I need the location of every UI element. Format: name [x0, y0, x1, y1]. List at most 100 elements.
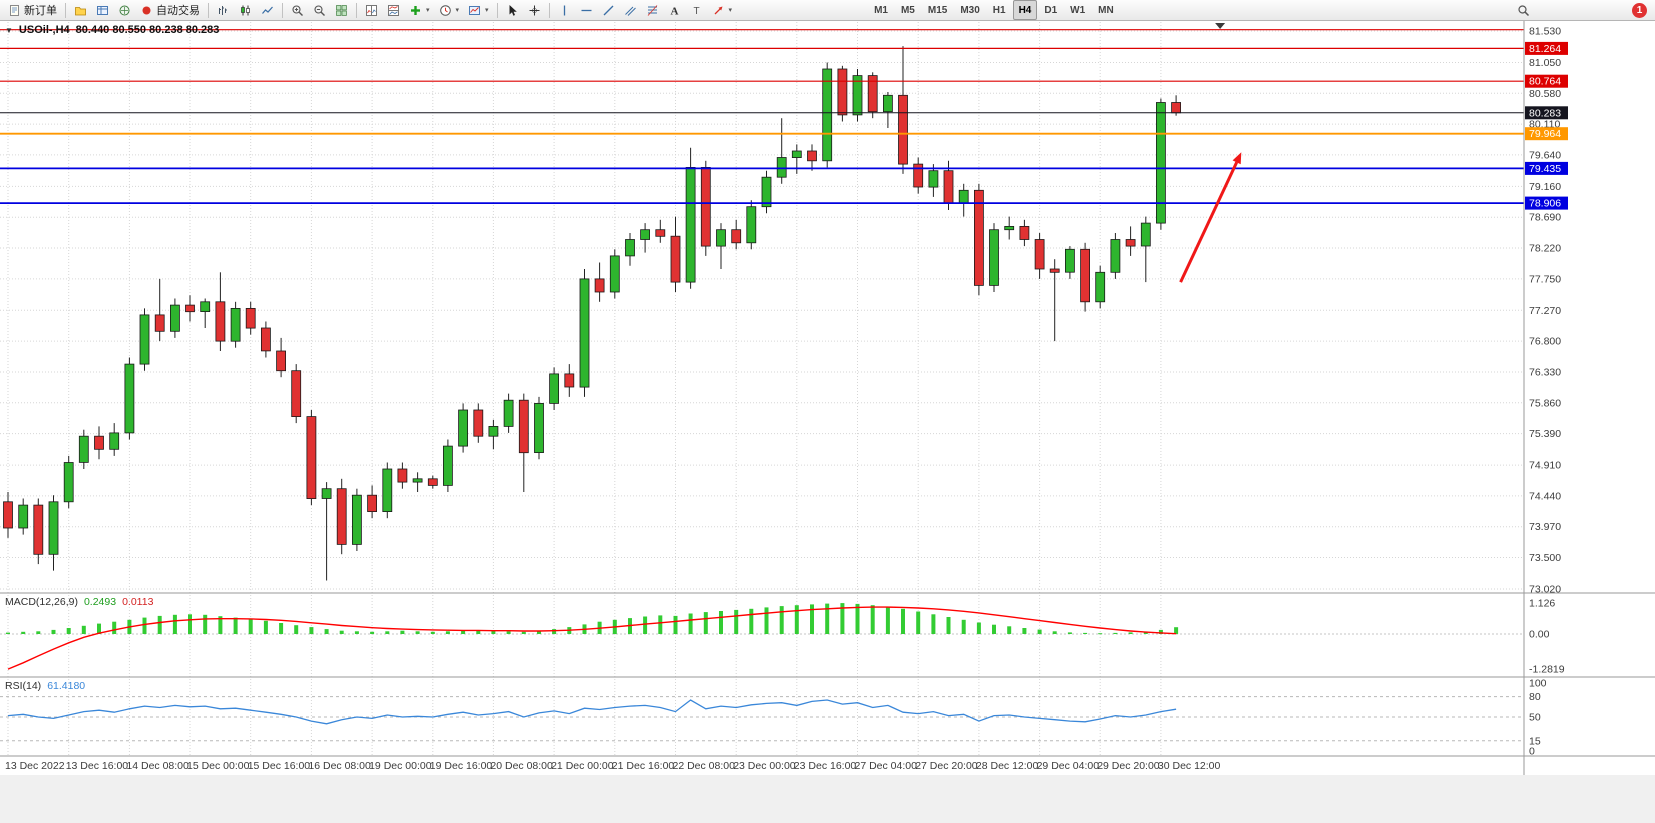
- candle: [609, 255, 620, 293]
- timeframe-m30-button[interactable]: M30: [960, 4, 980, 16]
- arrange-vertical-button[interactable]: [361, 0, 382, 20]
- market-watch-button[interactable]: [92, 0, 113, 20]
- toolbar-separator: [496, 2, 498, 18]
- price-label: 73.970: [1529, 521, 1561, 533]
- timeframe-m15-button[interactable]: M15: [927, 4, 948, 16]
- notification-badge[interactable]: 1: [1632, 2, 1647, 18]
- text-label-button[interactable]: T: [686, 0, 707, 20]
- svg-text:1.126: 1.126: [1529, 598, 1555, 610]
- vertical-line-button[interactable]: [554, 0, 575, 20]
- indicators-button[interactable]: ▾: [405, 0, 434, 20]
- price-badge-label: 79.964: [1529, 128, 1561, 140]
- timeframe-m5-button[interactable]: M5: [900, 4, 915, 16]
- price-badge: [1525, 196, 1568, 210]
- autotrading-button[interactable]: 自动交易: [136, 0, 204, 20]
- price-label: 75.390: [1529, 428, 1561, 440]
- tile-windows-button[interactable]: [331, 0, 352, 20]
- equidistant-channel-button[interactable]: [620, 0, 641, 20]
- candle: [94, 435, 104, 450]
- zoom-out-icon: [313, 4, 326, 17]
- dropdown-caret-icon[interactable]: ▾: [455, 7, 460, 14]
- timeframe-w1-button[interactable]: W1: [1070, 4, 1086, 16]
- price-label: 79.640: [1529, 149, 1561, 161]
- rsi-panel: [0, 696, 1524, 742]
- periods-button[interactable]: ▾: [435, 0, 464, 20]
- candle: [169, 304, 180, 332]
- bars-icon: [217, 4, 230, 17]
- fibonacci-button[interactable]: [642, 0, 663, 20]
- candle: [124, 363, 135, 434]
- time-label: 29 Dec 04:00: [1037, 760, 1100, 772]
- cursor-button[interactable]: [502, 0, 523, 20]
- candle: [321, 488, 332, 499]
- candle: [913, 163, 924, 188]
- candle: [958, 189, 969, 204]
- candle: [579, 278, 590, 388]
- candle: [1049, 268, 1060, 273]
- candle: [139, 314, 150, 365]
- timeframe-mn-button[interactable]: MN: [1098, 4, 1114, 16]
- trendline-icon: [602, 4, 615, 17]
- crosshair-icon: [528, 4, 541, 17]
- candle: [63, 462, 74, 503]
- candle: [549, 373, 559, 404]
- candlestick-chart-button[interactable]: [235, 0, 256, 20]
- arrows-tool-button[interactable]: ▾: [708, 0, 737, 20]
- autotrading-icon: [140, 4, 153, 17]
- trend-arrow-annotation[interactable]: [1179, 152, 1242, 283]
- candle: [822, 68, 833, 162]
- price-scale[interactable]: 81.53081.05080.58080.11079.64079.16078.6…: [1525, 26, 1568, 596]
- time-label: 21 Dec 00:00: [551, 760, 614, 772]
- dropdown-caret-icon[interactable]: ▾: [728, 7, 733, 14]
- price-label: 76.330: [1529, 367, 1561, 379]
- timeframe-h4-button[interactable]: H4: [1012, 0, 1038, 20]
- candle: [716, 229, 726, 247]
- price-label: 81.050: [1529, 57, 1561, 69]
- timeframe-m1-button[interactable]: M1: [874, 4, 888, 16]
- time-label: 23 Dec 00:00: [733, 760, 796, 772]
- candle: [1140, 222, 1151, 247]
- zoom-out-button[interactable]: [309, 0, 330, 20]
- zoom-in-button[interactable]: [287, 0, 308, 20]
- chart-grid: [0, 22, 1524, 755]
- timeframe-h1-button[interactable]: H1: [992, 4, 1006, 16]
- time-label: 15 Dec 00:00: [187, 760, 250, 772]
- text-t-icon: T: [690, 4, 703, 17]
- line-chart-button[interactable]: [257, 0, 278, 20]
- panel-separators: [0, 21, 1655, 775]
- arrow-shape-icon: [712, 4, 725, 17]
- candle: [397, 468, 408, 483]
- price-label: 73.020: [1529, 584, 1561, 596]
- dropdown-caret-icon[interactable]: ▾: [485, 7, 489, 14]
- search-button[interactable]: [1513, 0, 1534, 20]
- table-icon: [96, 4, 109, 17]
- candle: [655, 229, 666, 237]
- candle: [260, 327, 271, 352]
- crosshair-button[interactable]: [524, 0, 545, 20]
- candle: [974, 189, 984, 286]
- navigator-button[interactable]: [114, 0, 135, 20]
- arrange-h-icon: [387, 4, 400, 17]
- new-order-button[interactable]: 新订单: [4, 0, 61, 20]
- templates-button[interactable]: ▾: [464, 0, 493, 20]
- price-label: 75.860: [1529, 397, 1561, 409]
- candle: [700, 166, 711, 247]
- macd-scale: 1.126 0.00 -1.2819: [1529, 598, 1565, 676]
- time-label: 13 Dec 2022: [5, 760, 65, 772]
- time-label: 27 Dec 04:00: [855, 760, 918, 772]
- chart-shift-marker-icon[interactable]: [1215, 23, 1226, 29]
- candle: [473, 409, 484, 437]
- candle: [594, 278, 605, 293]
- candle: [640, 229, 650, 240]
- trendline-button[interactable]: [598, 0, 619, 20]
- horizontal-line-button[interactable]: [576, 0, 597, 20]
- text-button[interactable]: A: [664, 0, 685, 20]
- channel-icon: [624, 4, 637, 17]
- profiles-button[interactable]: [70, 0, 91, 20]
- arrange-horizontal-button[interactable]: [383, 0, 404, 20]
- bar-chart-button[interactable]: [213, 0, 234, 20]
- timeframe-d1-button[interactable]: D1: [1044, 4, 1058, 16]
- dropdown-caret-icon[interactable]: ▾: [426, 7, 430, 14]
